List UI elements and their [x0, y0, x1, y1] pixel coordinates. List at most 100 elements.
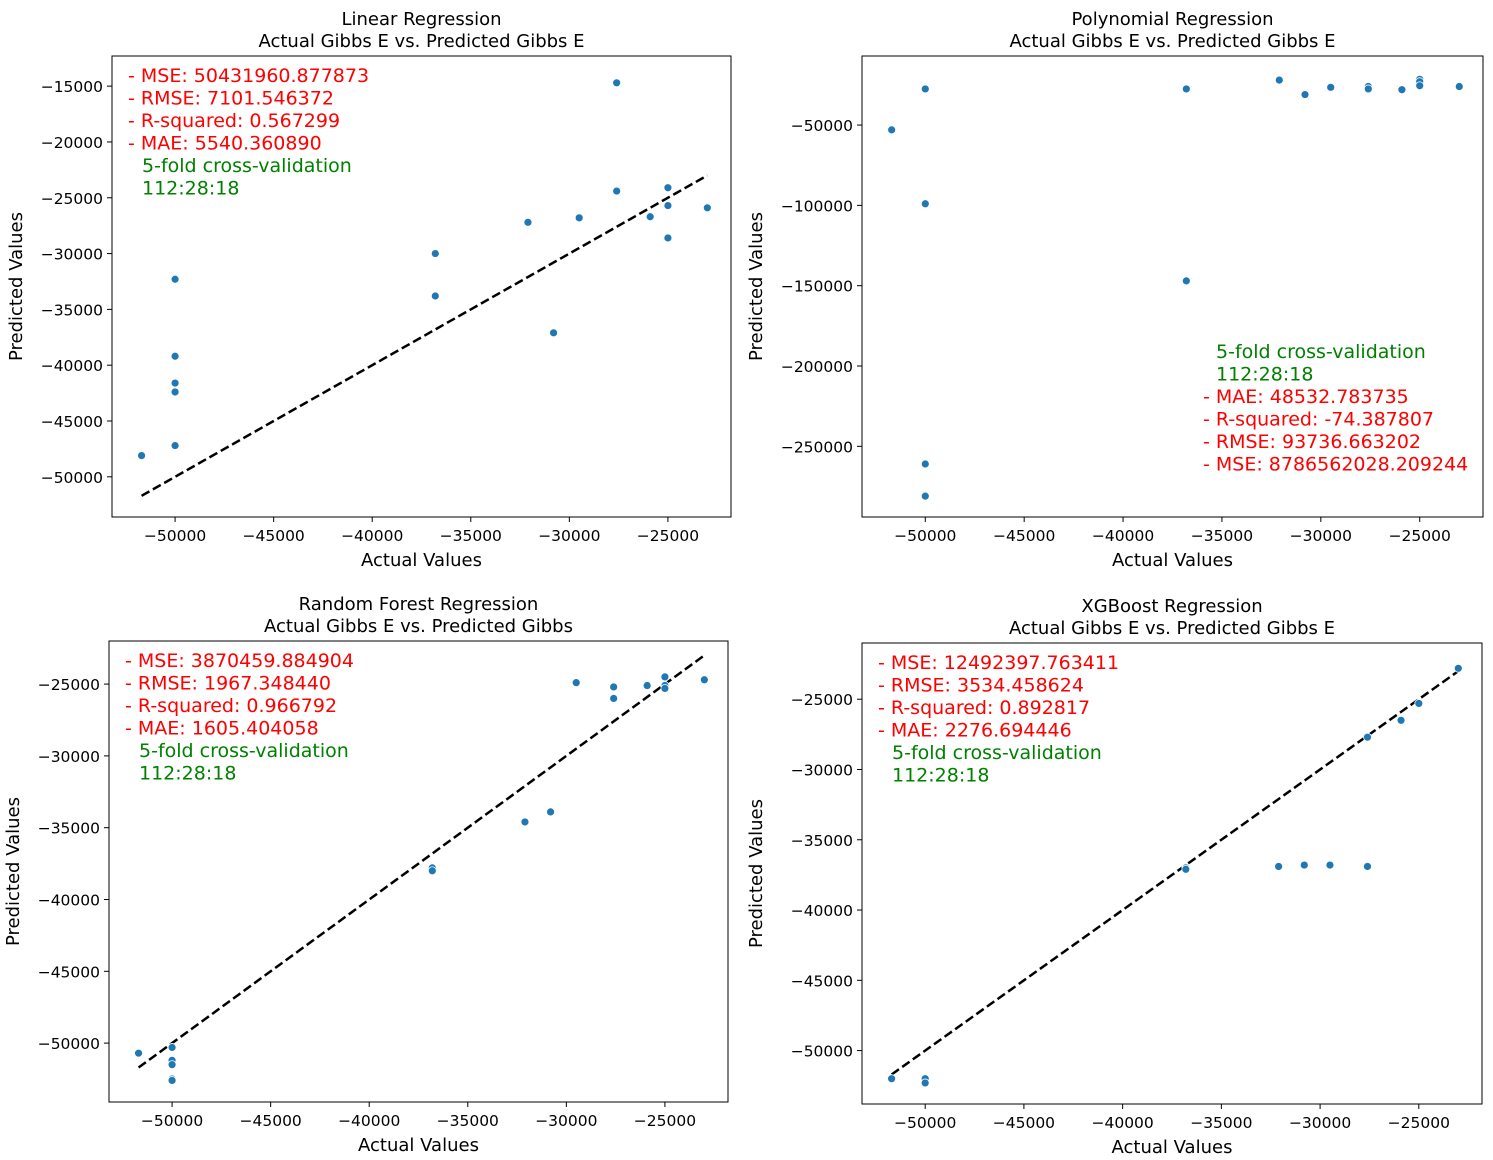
data-point	[1363, 732, 1372, 742]
data-point	[702, 203, 712, 213]
metric-annotation: - MAE: 5540.360890	[128, 133, 322, 155]
x-tick-label: −40000	[338, 1112, 400, 1130]
y-axis-label: Predicted Values	[6, 212, 27, 361]
x-tick-label: −45000	[243, 527, 305, 545]
data-point	[1326, 82, 1336, 92]
data-point	[920, 459, 930, 469]
x-tick-label: −40000	[1091, 1114, 1153, 1132]
data-point	[170, 351, 180, 361]
chart-subtitle: Actual Gibbs E vs. Predicted Gibbs E	[258, 31, 584, 52]
data-point	[546, 807, 555, 817]
x-tick-label: −45000	[993, 527, 1055, 545]
data-point	[1181, 84, 1191, 94]
x-tick-label: −25000	[637, 527, 699, 545]
data-point	[920, 199, 930, 209]
cv-annotation: 112:28:18	[139, 763, 236, 785]
chart-title: Polynomial Regression	[1071, 9, 1273, 30]
chart-subtitle: Actual Gibbs E vs. Predicted Gibbs E	[1009, 31, 1335, 52]
x-tick-label: −50000	[894, 527, 956, 545]
x-tick-label: −40000	[341, 527, 403, 545]
y-tick-label: −35000	[41, 301, 103, 319]
x-tick-label: −30000	[1290, 527, 1352, 545]
y-tick-label: −200000	[781, 358, 853, 376]
metric-annotation: - MSE: 12492397.763411	[878, 652, 1119, 674]
data-point	[430, 291, 440, 301]
chart-title: XGBoost Regression	[1081, 596, 1262, 617]
data-point	[645, 212, 655, 222]
y-tick-label: −25000	[38, 676, 100, 694]
data-point	[612, 186, 622, 196]
y-tick-label: −15000	[41, 78, 103, 96]
cv-annotation: 5-fold cross-validation	[892, 742, 1102, 764]
data-point	[920, 84, 930, 94]
y-tick-label: −35000	[38, 820, 100, 838]
metric-annotation: - MAE: 2276.694446	[878, 720, 1072, 742]
y-tick-label: −30000	[41, 246, 103, 264]
data-point	[549, 328, 558, 338]
cv-annotation: 5-fold cross-validation	[142, 155, 352, 177]
chart-subtitle: Actual Gibbs E vs. Predicted Gibbs E	[1009, 618, 1335, 639]
data-point	[1274, 862, 1284, 871]
metric-annotation: - MAE: 48532.783735	[1203, 386, 1409, 408]
x-tick-label: −45000	[240, 1112, 302, 1130]
data-point	[1363, 862, 1372, 871]
y-tick-label: −25000	[41, 190, 103, 208]
data-point	[170, 387, 180, 397]
plot-area-frame	[861, 642, 1483, 1105]
data-point	[167, 1060, 177, 1070]
data-point	[427, 866, 437, 876]
x-axis-label: Actual Values	[361, 550, 482, 571]
metric-annotation: - MSE: 50431960.877873	[128, 65, 369, 87]
x-tick-label: −30000	[1289, 1114, 1351, 1132]
data-point	[1300, 90, 1310, 99]
x-tick-label: −30000	[535, 1112, 597, 1130]
metric-annotation: - RMSE: 7101.546372	[128, 88, 334, 110]
data-point	[1454, 82, 1464, 91]
metric-annotation: - MAE: 1605.404058	[125, 718, 319, 740]
y-tick-label: −30000	[791, 761, 853, 779]
data-point	[170, 441, 180, 450]
plot-area-frame	[108, 640, 729, 1103]
y-tick-label: −35000	[791, 832, 853, 850]
y-tick-label: −50000	[791, 1043, 853, 1061]
x-tick-label: −35000	[440, 527, 502, 545]
data-point	[612, 78, 622, 88]
data-point	[699, 675, 709, 685]
y-tick-label: −250000	[781, 438, 853, 456]
y-tick-label: −150000	[781, 278, 853, 296]
data-point	[609, 694, 619, 703]
plot-area-frame	[111, 55, 732, 518]
data-point	[137, 451, 146, 461]
x-tick-label: −35000	[1190, 1114, 1252, 1132]
y-tick-label: −45000	[791, 972, 853, 990]
data-point	[663, 201, 673, 210]
data-point	[1274, 75, 1284, 85]
data-point	[660, 672, 670, 682]
x-tick-label: −50000	[894, 1114, 956, 1132]
data-point	[520, 817, 530, 827]
chart-title: Linear Regression	[341, 9, 501, 30]
data-point	[523, 217, 533, 227]
data-point	[920, 1078, 930, 1088]
data-point	[1453, 663, 1463, 673]
metric-annotation: - R-squared: 0.966792	[125, 695, 337, 717]
x-tick-label: −50000	[144, 527, 206, 545]
data-point	[609, 682, 619, 692]
data-point	[134, 1048, 143, 1058]
data-point	[1181, 864, 1191, 874]
data-point	[430, 249, 440, 258]
x-tick-label: −30000	[538, 527, 600, 545]
y-tick-label: −30000	[38, 748, 100, 766]
x-tick-label: −35000	[1191, 527, 1253, 545]
data-point	[663, 183, 673, 193]
data-point	[663, 233, 673, 243]
cv-annotation: 5-fold cross-validation	[139, 740, 349, 762]
data-point	[170, 378, 180, 388]
y-tick-label: −45000	[41, 413, 103, 431]
y-tick-label: −40000	[38, 892, 100, 910]
y-tick-label: −50000	[41, 469, 103, 487]
metric-annotation: - RMSE: 1967.348440	[125, 673, 331, 695]
y-tick-label: −50000	[791, 117, 853, 135]
